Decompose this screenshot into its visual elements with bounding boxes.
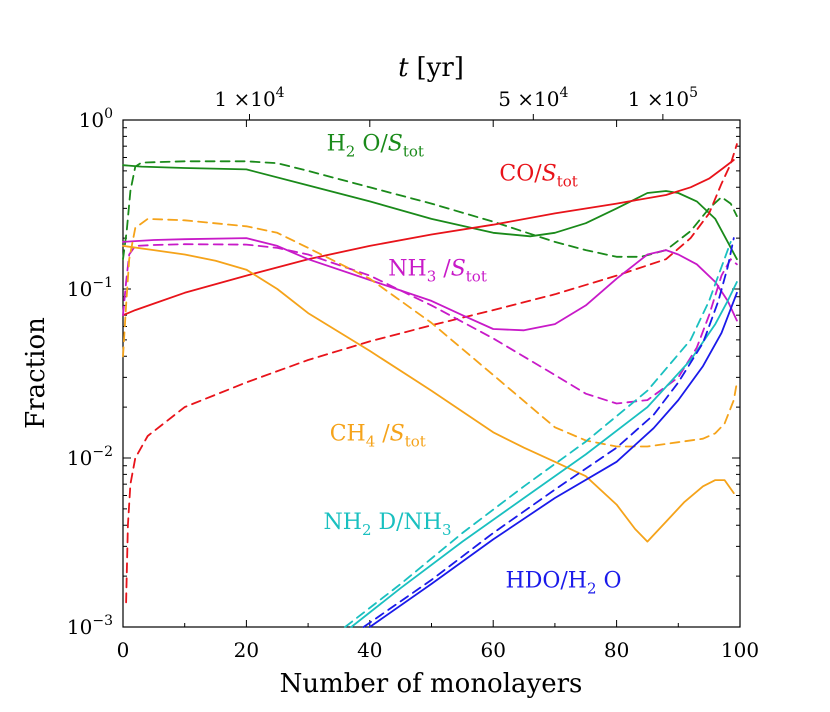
- x-tick-label: 40: [357, 638, 382, 662]
- y-tick-exponent: −2: [92, 444, 113, 460]
- annotation-subscript: tot: [557, 172, 578, 190]
- axis-ticks: [122, 114, 741, 628]
- series-lines: [122, 143, 738, 628]
- series-line-nh3-stot-dashed: [122, 243, 738, 405]
- annotation-text: S: [388, 131, 403, 156]
- annotation-subscript: 2: [362, 521, 372, 539]
- top-tick-mantissa: 1 ×10: [628, 87, 689, 111]
- series-line-nh3-stot-solid: [122, 237, 738, 332]
- annotation-hdo: HDO/H2 O: [506, 569, 622, 598]
- annotation-text: O/: [355, 131, 388, 156]
- y-axis-label: Fraction: [21, 317, 51, 429]
- x-tick-label: 0: [117, 638, 130, 662]
- annotation-text: /: [436, 257, 451, 282]
- x-tick-label: 20: [234, 638, 259, 662]
- annotation-subscript: 2: [346, 142, 356, 160]
- y-tick-base: 10: [67, 277, 92, 301]
- plot-frame: [122, 119, 741, 628]
- annotation-subscript: 3: [427, 268, 437, 286]
- annotation-text: /: [375, 421, 390, 446]
- series-line-nh2d-nh3-solid: [350, 281, 738, 628]
- y-tick-label: 10−3: [67, 613, 113, 639]
- top-tick-exponent: 4: [276, 85, 285, 101]
- annotation-subscript: tot: [466, 268, 487, 286]
- series-line-h2o-stot-solid: [122, 164, 738, 261]
- annotation-subscript: 3: [442, 521, 452, 539]
- annotation-text: CO/: [499, 161, 542, 186]
- y-tick-base: 10: [79, 108, 104, 132]
- annotation-subscript: 2: [587, 580, 597, 598]
- annotation-text: S: [451, 257, 466, 282]
- series-line-h2o-stot-dashed: [122, 160, 738, 261]
- annotation-co: CO/Stot: [499, 161, 577, 190]
- y-tick-exponent: 0: [104, 106, 113, 122]
- top-tick-label: 5 ×104: [498, 85, 568, 111]
- top-tick-mantissa: 5 ×10: [498, 87, 559, 111]
- annotation-text: S: [390, 421, 405, 446]
- series-line-ch4-stot-dashed: [122, 218, 738, 448]
- top-tick-exponent: 4: [559, 85, 568, 101]
- x-tick-label: 80: [604, 638, 629, 662]
- annotation-subscript: 4: [366, 432, 376, 450]
- series-line-hdo-h2o-dashed: [362, 237, 735, 628]
- annotation-text: O: [597, 569, 622, 594]
- x-axis-label: Number of monolayers: [280, 669, 583, 699]
- annotation-text: H: [327, 131, 346, 156]
- series-line-co-stot-solid: [122, 159, 735, 317]
- annotation-text: CH: [330, 421, 366, 446]
- y-tick-label: 10−1: [67, 275, 113, 301]
- y-tick-base: 10: [67, 615, 92, 639]
- y-tick-label: 100: [79, 106, 113, 132]
- y-tick-label: 10−2: [67, 444, 113, 470]
- y-tick-exponent: −1: [92, 275, 113, 291]
- y-tick-exponent: −3: [92, 613, 113, 629]
- annotation-text: HDO/H: [506, 569, 587, 594]
- top-tick-mantissa: 1 ×10: [214, 87, 275, 111]
- annotation-h2o: H2 O/Stot: [327, 131, 424, 160]
- annotation-text: D/NH: [372, 510, 442, 535]
- series-line-hdo-h2o-solid: [368, 291, 738, 628]
- y-tick-base: 10: [67, 446, 92, 470]
- annotation-text: NH: [324, 510, 362, 535]
- x-tick-label: 60: [480, 638, 505, 662]
- series-line-ch4-stot-solid: [122, 245, 735, 543]
- annotation-ch4: CH4 /Stot: [330, 421, 426, 450]
- annotation-nh3: NH3 /Stot: [388, 257, 487, 286]
- annotation-subscript: tot: [403, 142, 424, 160]
- series-line-nh2d-nh3-dashed: [344, 241, 732, 628]
- top-axis-label: t [yr]: [398, 53, 464, 83]
- annotation-text: S: [542, 161, 557, 186]
- series-line-co-stot-dashed: [125, 143, 738, 604]
- top-tick-label: 1 ×104: [214, 85, 284, 111]
- x-tick-label: 100: [721, 638, 759, 662]
- annotation-text: NH: [388, 257, 426, 282]
- annotation-subscript: tot: [405, 432, 426, 450]
- annotation-nh2d: NH2 D/NH3: [324, 510, 452, 539]
- top-tick-label: 1 ×105: [628, 85, 698, 111]
- top-tick-exponent: 5: [689, 85, 698, 101]
